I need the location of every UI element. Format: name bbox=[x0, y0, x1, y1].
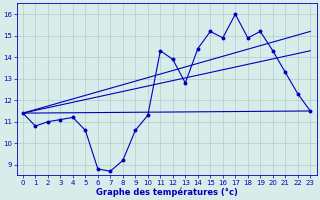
X-axis label: Graphe des températures (°c): Graphe des températures (°c) bbox=[96, 187, 237, 197]
